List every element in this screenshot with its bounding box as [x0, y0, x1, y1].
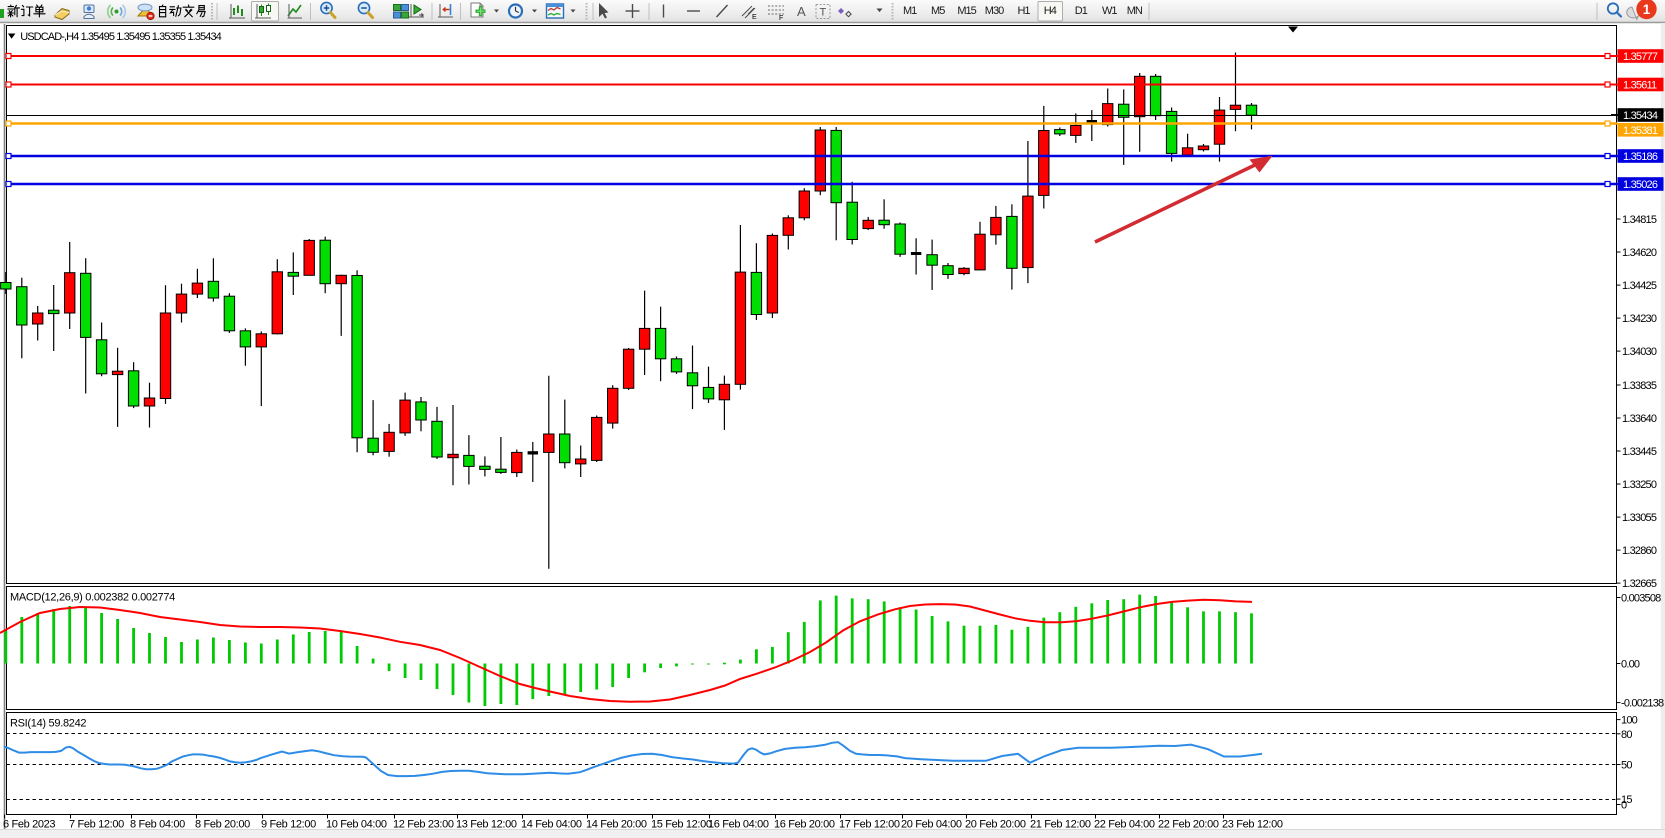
svg-text:M5: M5: [931, 5, 945, 17]
svg-text:0: 0: [1621, 800, 1627, 812]
svg-text:20 Feb 20:00: 20 Feb 20:00: [965, 819, 1026, 831]
svg-text:MACD(12,26,9) 0.002382 0.00277: MACD(12,26,9) 0.002382 0.002774: [10, 592, 175, 604]
svg-text:22 Feb 04:00: 22 Feb 04:00: [1094, 819, 1155, 831]
svg-text:-0.002138: -0.002138: [1621, 698, 1664, 710]
svg-text:T: T: [820, 7, 827, 19]
svg-text:100: 100: [1621, 715, 1638, 727]
svg-text:15: 15: [1621, 794, 1632, 806]
svg-text:12 Feb 23:00: 12 Feb 23:00: [393, 819, 454, 831]
svg-text:13 Feb 12:00: 13 Feb 12:00: [456, 819, 517, 831]
svg-text:50: 50: [1621, 760, 1632, 772]
svg-text:W1: W1: [1102, 5, 1117, 17]
svg-text:80: 80: [1621, 729, 1632, 741]
svg-text:1.34425: 1.34425: [1622, 280, 1657, 292]
svg-text:14 Feb 04:00: 14 Feb 04:00: [521, 819, 582, 831]
svg-text:1.35777: 1.35777: [1623, 51, 1658, 63]
svg-text:20 Feb 04:00: 20 Feb 04:00: [901, 819, 962, 831]
svg-text:9 Feb 12:00: 9 Feb 12:00: [261, 819, 316, 831]
svg-text:16 Feb 20:00: 16 Feb 20:00: [774, 819, 835, 831]
svg-text:1.32665: 1.32665: [1622, 578, 1657, 590]
svg-text:M1: M1: [903, 5, 917, 17]
svg-text:1: 1: [1643, 2, 1651, 17]
svg-text:E: E: [752, 14, 757, 21]
svg-text:0.003508: 0.003508: [1621, 593, 1661, 605]
svg-text:6 Feb 2023: 6 Feb 2023: [3, 819, 55, 831]
svg-text:H4: H4: [1044, 5, 1057, 17]
svg-text:D1: D1: [1075, 5, 1088, 17]
svg-text:15 Feb 12:00: 15 Feb 12:00: [651, 819, 712, 831]
svg-text:22 Feb 20:00: 22 Feb 20:00: [1158, 819, 1219, 831]
svg-text:MN: MN: [1127, 5, 1143, 17]
svg-text:1.35026: 1.35026: [1623, 179, 1658, 191]
svg-text:8 Feb 20:00: 8 Feb 20:00: [195, 819, 250, 831]
svg-text:14 Feb 20:00: 14 Feb 20:00: [586, 819, 647, 831]
svg-text:7 Feb 12:00: 7 Feb 12:00: [69, 819, 124, 831]
svg-text:1.33055: 1.33055: [1622, 512, 1657, 524]
svg-text:21 Feb 12:00: 21 Feb 12:00: [1030, 819, 1091, 831]
svg-text:1.34030: 1.34030: [1622, 346, 1657, 358]
svg-text:1.34815: 1.34815: [1622, 214, 1657, 226]
svg-text:H1: H1: [1017, 5, 1030, 17]
svg-text:RSI(14) 59.8242: RSI(14) 59.8242: [10, 718, 86, 730]
svg-text:1.33640: 1.33640: [1622, 413, 1657, 425]
svg-text:F: F: [779, 15, 783, 22]
svg-text:8 Feb 04:00: 8 Feb 04:00: [130, 819, 185, 831]
svg-text:23 Feb 12:00: 23 Feb 12:00: [1222, 819, 1283, 831]
svg-text:M15: M15: [957, 5, 976, 17]
svg-text:1.32860: 1.32860: [1622, 545, 1657, 557]
svg-text:16 Feb 04:00: 16 Feb 04:00: [708, 819, 769, 831]
svg-text:1.35434: 1.35434: [1623, 110, 1658, 122]
svg-text:1.33835: 1.33835: [1622, 380, 1657, 392]
svg-text:1.34620: 1.34620: [1622, 247, 1657, 259]
svg-text:M30: M30: [985, 5, 1004, 17]
svg-text:1.35611: 1.35611: [1623, 80, 1657, 92]
svg-text:A: A: [797, 4, 806, 19]
svg-text:0.00: 0.00: [1621, 659, 1640, 671]
svg-text:1.34230: 1.34230: [1622, 313, 1657, 325]
svg-text:1.33445: 1.33445: [1622, 446, 1657, 458]
svg-text:1.35381: 1.35381: [1623, 125, 1658, 137]
svg-text:1.33250: 1.33250: [1622, 479, 1657, 491]
svg-text:1.35186: 1.35186: [1623, 151, 1658, 163]
svg-text:USDCAD-,H4 1.35495 1.35495 1.: USDCAD-,H4 1.35495 1.35495 1.35355 1.354…: [20, 31, 221, 43]
svg-text:17 Feb 12:00: 17 Feb 12:00: [839, 819, 900, 831]
svg-text:10 Feb 04:00: 10 Feb 04:00: [326, 819, 387, 831]
